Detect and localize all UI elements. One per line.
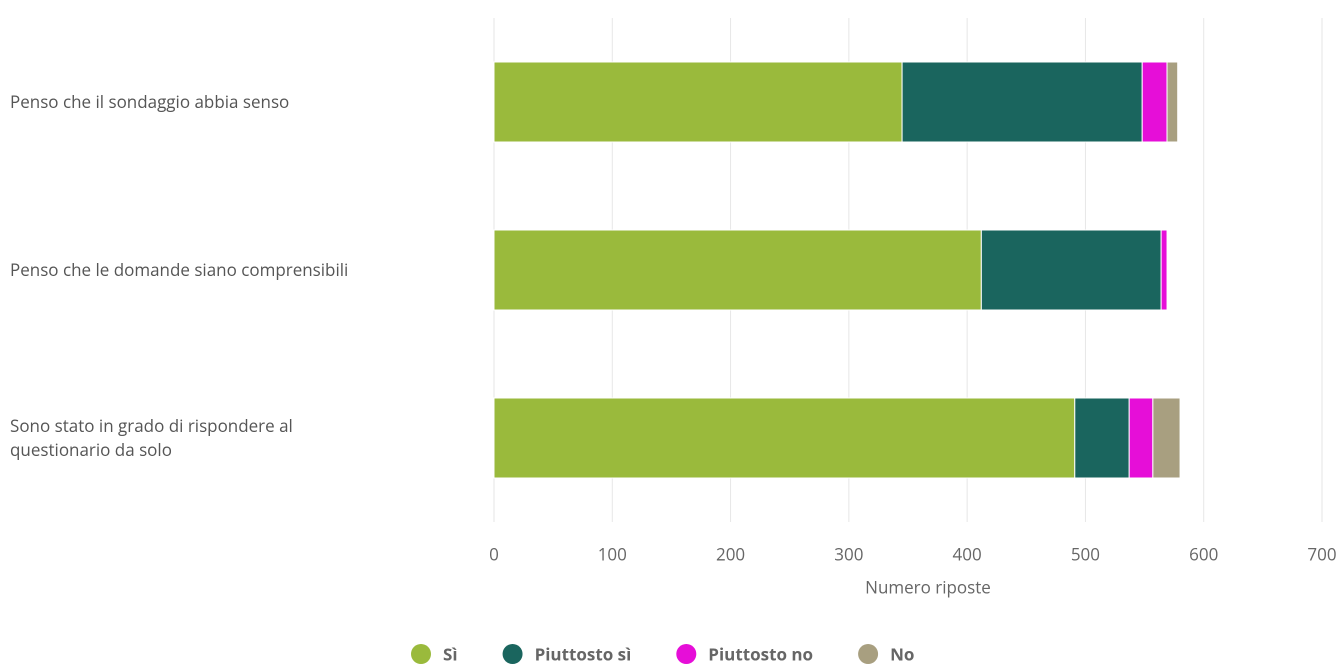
x-tick-label: 300 [834,543,863,566]
bar-segment [493,61,903,143]
legend-marker [858,644,879,664]
x-tick-label: 400 [953,543,982,566]
legend-label: Piuttosto no [708,643,813,666]
x-tick-label: 100 [598,543,627,566]
legend-marker [502,644,523,664]
bar-segment [980,229,1162,311]
bar-segment [1152,397,1181,479]
bar-segment [1074,397,1130,479]
bar-segment [1160,229,1168,311]
x-tick-label: 700 [1307,543,1336,566]
y-tick-label: Sono stato in grado di rispondere al que… [10,414,293,461]
bar-segment [493,229,982,311]
x-tick-label: 0 [489,543,499,566]
legend-label: Sì [443,643,458,666]
x-tick-label: 500 [1071,543,1100,566]
bar-segment [1128,397,1154,479]
x-axis-title: Numero riposte [865,576,991,599]
y-tick-label: Penso che il sondaggio abbia senso [10,90,290,113]
bar-segment [1141,61,1168,143]
bar-segment [901,61,1143,143]
x-tick-label: 600 [1189,543,1218,566]
bar-segment [493,397,1076,479]
bar-segment [1166,61,1179,143]
legend-label: Piuttosto sì [535,643,632,666]
x-tick-label: 200 [716,543,745,566]
legend-marker [411,644,431,664]
legend-marker [676,644,697,664]
legend-label: No [890,643,914,666]
y-tick-label: Penso che le domande siano comprensibili [10,258,349,281]
